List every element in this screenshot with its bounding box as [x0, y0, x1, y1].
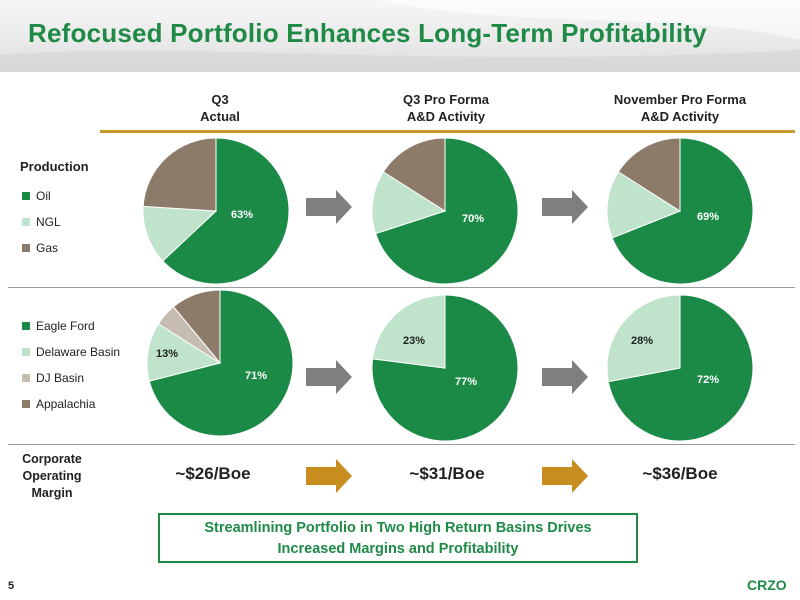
margin-value-q3-pro-forma: ~$31/Boe: [409, 464, 485, 483]
margin-label-line: Margin: [31, 486, 73, 500]
pie-data-label: 70%: [462, 213, 484, 225]
column-header-line1: Q3: [211, 92, 229, 107]
pie-chart: 63%: [142, 137, 290, 285]
page-title: Refocused Portfolio Enhances Long-Term P…: [28, 18, 707, 48]
pie-chart: 69%: [606, 137, 754, 285]
pie-slice-eagle-ford: [148, 289, 294, 437]
production-legend: Oil NGL Gas: [22, 183, 61, 261]
legend-item: Oil: [22, 183, 61, 209]
section-divider: [8, 287, 795, 288]
legend-item: Gas: [22, 235, 61, 261]
section-divider: [8, 444, 795, 445]
column-header-line2: A&D Activity: [406, 109, 486, 124]
pie-slice-ngl: [606, 171, 682, 239]
pie-slice-ngl: [371, 171, 447, 235]
pie-chart: 70%: [371, 137, 519, 285]
legend-label: Eagle Ford: [36, 319, 95, 333]
callout-line2: Increased Margins and Profitability: [277, 541, 519, 557]
pie-chart: 77% 23%: [371, 294, 519, 442]
header-swoosh: [0, 0, 800, 72]
legend-label: NGL: [36, 215, 61, 229]
transition-arrow-icon: [306, 190, 352, 224]
legend-swatch: [22, 322, 30, 330]
callout-line1: Streamlining Portfolio in Two High Retur…: [204, 520, 592, 536]
pie-data-label: 23%: [403, 335, 425, 347]
margin-value-november-pro-forma: ~$36/Boe: [642, 464, 718, 483]
pie-data-label: 63%: [231, 209, 253, 221]
transition-arrow-icon: [542, 190, 588, 224]
column-header-line1: Q3 Pro Forma: [403, 92, 489, 107]
transition-arrow-icon: [306, 360, 352, 394]
pie-data-label: 28%: [631, 335, 653, 347]
column-header-november-pro-forma: November Pro Forma A&D Activity: [580, 91, 780, 125]
pie-slice-delaware-basin: [606, 294, 681, 383]
legend-item: NGL: [22, 209, 61, 235]
company-logo: CRZO: [747, 577, 787, 593]
pie-chart: 72% 28%: [606, 294, 754, 442]
pie-slice-gas: [617, 137, 681, 212]
legend-label: Gas: [36, 241, 59, 255]
basin-legend: Eagle Ford Delaware Basin DJ Basin Appalach…: [22, 313, 120, 417]
legend-swatch: [22, 400, 30, 408]
legend-swatch: [22, 348, 30, 356]
margin-label-line: Corporate: [22, 452, 82, 466]
production-label: Production: [20, 159, 89, 174]
callout-box: Streamlining Portfolio in Two High Retur…: [158, 513, 638, 563]
legend-item: DJ Basin: [22, 365, 120, 391]
legend-swatch: [22, 374, 30, 382]
pie-data-label: 13%: [156, 348, 178, 360]
pie-chart: 71% 13%: [146, 289, 294, 437]
pie-slice-gas: [142, 137, 217, 212]
legend-item: Delaware Basin: [22, 339, 120, 365]
pie-slice-oil: [162, 137, 290, 285]
pie-slice-oil: [611, 137, 754, 285]
pie-data-label: 77%: [455, 376, 477, 388]
pie-data-label: 72%: [697, 374, 719, 386]
legend-label: DJ Basin: [36, 371, 85, 385]
legend-swatch: [22, 244, 30, 252]
legend-item: Appalachia: [22, 391, 120, 417]
legend-item: Eagle Ford: [22, 313, 120, 339]
header-rule: [100, 130, 795, 133]
pie-data-label: 69%: [697, 211, 719, 223]
transition-arrow-icon: [542, 360, 588, 394]
corporate-operating-margin-label: Corporate Operating Margin: [12, 451, 92, 502]
column-header-line2: Actual: [200, 109, 240, 124]
column-header-line2: A&D Activity: [640, 109, 720, 124]
pie-slice-eagle-ford: [607, 294, 754, 442]
legend-swatch: [22, 192, 30, 200]
column-header-line1: November Pro Forma: [613, 92, 747, 107]
pie-slice-appalachia: [172, 289, 221, 365]
margin-arrow-icon: [542, 459, 588, 493]
page-number: 5: [8, 580, 15, 592]
pie-slice-gas: [382, 137, 446, 212]
pie-slice-ngl: [142, 205, 218, 262]
pie-slice-oil: [374, 137, 519, 285]
margin-arrow-icon: [306, 459, 352, 493]
legend-swatch: [22, 218, 30, 226]
pie-data-label: 71%: [245, 370, 267, 382]
margin-value-q3-actual: ~$26/Boe: [175, 464, 251, 483]
legend-label: Appalachia: [36, 397, 96, 411]
legend-label: Delaware Basin: [36, 345, 121, 359]
column-header-q3-actual: Q3 Actual: [120, 91, 320, 125]
column-header-q3-pro-forma: Q3 Pro Forma A&D Activity: [346, 91, 546, 125]
margin-label-line: Operating: [22, 469, 82, 483]
legend-label: Oil: [36, 189, 51, 203]
pie-slice-delaware-basin: [372, 294, 446, 369]
pie-slice-delaware-basin: [146, 323, 222, 382]
